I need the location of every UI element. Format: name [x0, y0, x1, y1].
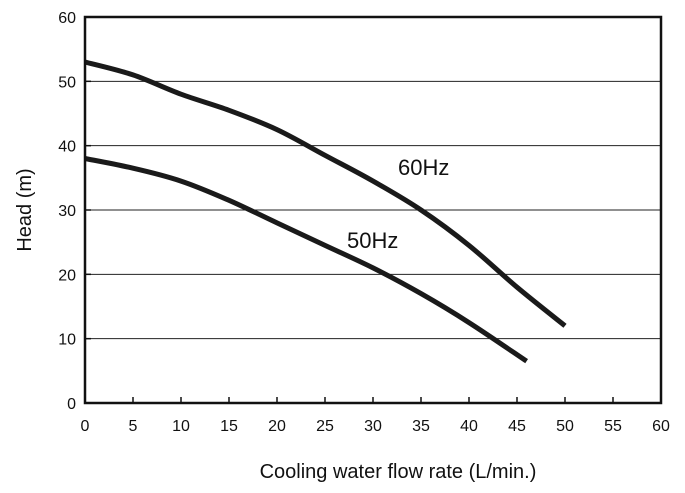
y-tick-label-30: 30 — [58, 203, 76, 220]
y-tick-label-60: 60 — [58, 10, 76, 27]
x-tick-label-10: 10 — [172, 418, 190, 435]
y-axis-title: Head (m) — [14, 168, 36, 251]
x-tick-label-25: 25 — [316, 418, 334, 435]
x-tick-label-35: 35 — [412, 418, 430, 435]
x-tick-labels: 0 5 10 15 20 25 30 35 40 45 50 55 60 — [81, 418, 670, 435]
series-label-60hz: 60Hz — [398, 155, 449, 180]
x-axis-title: Cooling water flow rate (L/min.) — [260, 461, 537, 483]
x-tick-label-5: 5 — [129, 418, 138, 435]
x-tick-label-20: 20 — [268, 418, 286, 435]
y-tick-label-50: 50 — [58, 74, 76, 91]
series-lines — [84, 59, 567, 364]
axes — [83, 15, 663, 405]
y-tick-label-0: 0 — [67, 396, 76, 413]
y-tick-labels: 0 10 20 30 40 50 60 — [58, 10, 76, 413]
y-tick-label-20: 20 — [58, 267, 76, 284]
grid-lines — [85, 80, 661, 340]
series-line-60hz — [84, 59, 567, 328]
x-tick-label-60: 60 — [652, 418, 670, 435]
y-tick-label-10: 10 — [58, 332, 76, 349]
y-tick-label-40: 40 — [58, 139, 76, 156]
x-tick-label-15: 15 — [220, 418, 238, 435]
x-tick-label-30: 30 — [364, 418, 382, 435]
x-tick-label-0: 0 — [81, 418, 90, 435]
series-line-50hz — [84, 156, 528, 364]
x-tick-label-40: 40 — [460, 418, 478, 435]
x-tick-label-45: 45 — [508, 418, 526, 435]
x-tick-label-50: 50 — [556, 418, 574, 435]
series-label-50hz: 50Hz — [347, 228, 398, 253]
x-tick-label-55: 55 — [604, 418, 622, 435]
